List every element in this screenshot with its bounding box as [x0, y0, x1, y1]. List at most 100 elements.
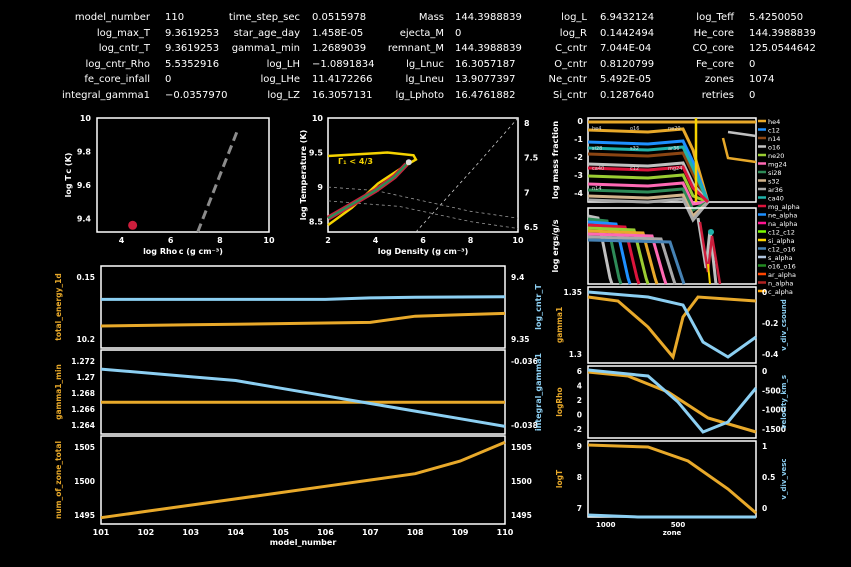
hist-xlabel: model_number [270, 538, 337, 547]
header-value-fe-core: 0 [749, 58, 756, 70]
header-label-log-lh: log_LH [266, 58, 300, 70]
header-value-lg-lphoto: 16.4761882 [455, 89, 516, 101]
hist3-frame [100, 435, 506, 525]
header-label-c-cntr: C_cntr [555, 43, 587, 54]
hist2-ytick-left: 1.268 [71, 389, 95, 398]
header-label-model-number: model_number [74, 12, 150, 23]
abund-series-6 [587, 181, 709, 206]
header-value-zones: 1074 [749, 74, 775, 85]
logrho-series-right [587, 368, 758, 434]
header-value-c-cntr: 7.044E-04 [600, 43, 652, 54]
header-label-gamma1-min: gamma1_min [231, 43, 300, 54]
logrho-ytick-right: -500 [762, 386, 781, 395]
header-value-log-cntr-rho: 5.5352916 [165, 58, 220, 70]
legend-label-na-alpha: na_alpha [768, 220, 797, 228]
eps-spike-a [696, 217, 718, 285]
eps-peak-point [708, 229, 714, 235]
trho-xtick: 6 [420, 236, 426, 245]
hist1-series-total-energy-1d [100, 311, 506, 328]
abund-frame [587, 117, 757, 203]
abund-ytick: -1 [574, 135, 583, 144]
header-value-time-step-sec: 0.0515978 [312, 12, 367, 23]
trho-ytick-right: 7.5 [524, 154, 539, 163]
gamma1-ytick-right: 0 [762, 288, 767, 297]
abund-series-1 [587, 127, 710, 203]
hist1-ytick-left: 10.2 [76, 335, 95, 344]
header-value-si-cntr: 0.1287640 [600, 89, 655, 101]
logt-ytick-right: 0 [762, 504, 767, 513]
header-value-gamma1-min: 1.2689039 [312, 43, 367, 54]
gamma1-frame [587, 286, 757, 364]
abund-ytick: -4 [574, 189, 583, 198]
legend-label-mg-alpha: mg_alpha [768, 203, 800, 211]
legend-label-o16: o16 [768, 144, 780, 152]
abund-line-label: he4 [592, 126, 601, 132]
trho-rad-line [327, 186, 519, 219]
center-rho-ylabel: log T c (K) [64, 153, 73, 198]
hist2-ytick-left: 1.266 [71, 405, 95, 414]
abund-ytick: 0 [577, 117, 583, 126]
trho-ytick-right: 7 [524, 188, 530, 197]
hist2-ytick-right: -0.036 [511, 357, 538, 366]
trho-ytick-left: 10 [312, 114, 324, 123]
gamma1-series-right [587, 290, 757, 359]
abund-line-label: s32 [630, 146, 639, 152]
trho-xtick: 8 [468, 236, 474, 245]
abund-line-label: c12 [630, 166, 639, 172]
legend-label-o16-o16: o16_o16 [768, 263, 796, 271]
trho-xlabel: log Density (g cm⁻³) [378, 247, 468, 256]
header-label-zones: zones [704, 74, 734, 85]
abund-series-o16-tail [727, 130, 757, 138]
abund-series-11 [587, 165, 710, 204]
hist-xtick: 109 [452, 528, 469, 537]
trho-ytick-left: 9 [317, 183, 323, 192]
eps-series-8 [587, 235, 677, 285]
trho-frame [327, 117, 519, 233]
header-label-co-core: CO_core [692, 43, 734, 54]
trho-xtick: 4 [373, 236, 379, 245]
trho-profile-inner [327, 163, 408, 220]
header-label-log-cntr-t: log_cntr_T [98, 43, 150, 54]
header-value-log-r: 0.1442494 [600, 27, 655, 39]
logrho-ytick-left: 4 [577, 382, 582, 391]
abund-series-gold [721, 137, 757, 164]
header-label-retries: retries [701, 89, 734, 101]
eps-series-5 [587, 226, 650, 285]
logrho-frame [587, 365, 757, 439]
logt-series-right [587, 513, 756, 519]
logrho-ytick-right: -1000 [762, 406, 786, 415]
legend-label-n-alpha: n_alpha [768, 280, 793, 288]
legend-label-ar-alpha: ar_alpha [768, 271, 796, 279]
abund-ytick: -3 [574, 171, 583, 180]
legend-label-ar36: ar36 [768, 186, 783, 194]
gamma1-ytick-right: -0.2 [762, 319, 778, 328]
header-label-lg-lnuc: lg_Lnuc [406, 58, 444, 70]
eps-series-1 [587, 214, 614, 285]
header-label-lg-lphoto: lg_Lphoto [395, 89, 444, 101]
center-rho-current-point [128, 220, 138, 230]
hist2-ytick-left: 1.272 [71, 357, 95, 366]
logt-ytick-left: 7 [577, 504, 582, 513]
gamma1-ytick-right: -0.4 [762, 350, 778, 359]
header-label-time-step-sec: time_step_sec [228, 12, 300, 23]
center-rho-xtick: 10 [263, 236, 275, 245]
header-value-star-age-day: 1.458E-05 [312, 27, 364, 39]
header-label-log-max-t: log_max_T [96, 27, 150, 39]
eps-ylabel: log ergs/g/s [551, 219, 560, 272]
header-value-log-teff: 5.4250050 [749, 12, 804, 23]
gamma1-ylabel-left: gamma1 [555, 307, 564, 343]
hist2-frame [100, 349, 506, 435]
center-rho-frame [96, 117, 270, 233]
header-value-fe-core-infall: 0 [165, 74, 172, 85]
header-value-log-cntr-t: 9.3619253 [165, 43, 220, 54]
legend-label-si28: si28 [768, 169, 781, 177]
header-value-he-core: 144.3988839 [749, 27, 816, 39]
header-label-lg-lneu: lg_Lneu [405, 74, 444, 85]
hist2-ylabel-right: integral_gamma1 [534, 352, 543, 431]
abund-series-8 [587, 193, 710, 219]
hist-xtick: 103 [182, 528, 199, 537]
abund-line-label: ar36 [668, 146, 679, 152]
abund-series-4 [587, 161, 710, 203]
gamma1-series-left [587, 295, 757, 361]
